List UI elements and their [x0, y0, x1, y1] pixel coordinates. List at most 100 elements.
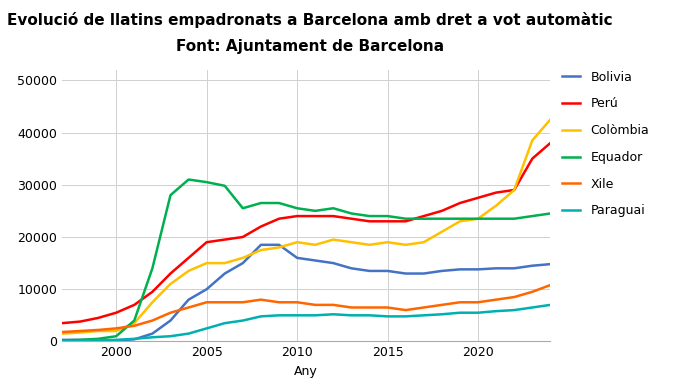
Perú: [58, 321, 66, 326]
Perú: [239, 235, 247, 239]
Line: Bolivia: Bolivia: [62, 245, 550, 340]
Colòmbia: [365, 242, 374, 247]
Xile: [347, 305, 356, 310]
Bolivia: [528, 263, 537, 268]
Xile: [383, 305, 391, 310]
Equador: [130, 318, 138, 323]
Perú: [402, 219, 410, 223]
Bolivia: [202, 287, 211, 291]
Bolivia: [546, 262, 555, 267]
Perú: [94, 315, 103, 320]
Colòmbia: [112, 329, 120, 333]
Colòmbia: [293, 240, 301, 244]
X-axis label: Any: Any: [294, 365, 318, 378]
Xile: [546, 283, 555, 288]
Bolivia: [257, 242, 265, 247]
Equador: [202, 180, 211, 184]
Bolivia: [76, 338, 84, 342]
Paraguai: [510, 308, 518, 312]
Bolivia: [221, 271, 229, 276]
Equador: [166, 193, 175, 197]
Perú: [347, 217, 356, 221]
Colòmbia: [546, 117, 555, 122]
Colòmbia: [383, 240, 391, 244]
Perú: [112, 310, 120, 315]
Xile: [166, 310, 175, 315]
Equador: [347, 211, 356, 216]
Line: Xile: Xile: [62, 285, 550, 332]
Equador: [492, 217, 500, 221]
Paraguai: [257, 314, 265, 319]
Equador: [112, 334, 120, 339]
Paraguai: [311, 313, 319, 318]
Bolivia: [184, 297, 193, 302]
Paraguai: [166, 334, 175, 339]
Bolivia: [456, 267, 464, 272]
Equador: [94, 336, 103, 341]
Equador: [420, 217, 428, 221]
Line: Colòmbia: Colòmbia: [62, 120, 550, 334]
Xile: [474, 300, 482, 305]
Perú: [221, 237, 229, 242]
Perú: [257, 224, 265, 229]
Equador: [311, 208, 319, 213]
Xile: [221, 300, 229, 305]
Equador: [329, 206, 337, 211]
Colòmbia: [166, 282, 175, 286]
Paraguai: [112, 338, 120, 342]
Paraguai: [456, 310, 464, 315]
Paraguai: [365, 313, 374, 318]
Line: Equador: Equador: [62, 180, 550, 340]
Perú: [184, 256, 193, 260]
Colòmbia: [239, 256, 247, 260]
Colòmbia: [474, 217, 482, 221]
Equador: [257, 201, 265, 205]
Bolivia: [510, 266, 518, 271]
Perú: [456, 201, 464, 205]
Paraguai: [546, 303, 555, 307]
Colòmbia: [257, 248, 265, 252]
Xile: [202, 300, 211, 305]
Xile: [148, 318, 156, 323]
Xile: [510, 295, 518, 300]
Xile: [456, 300, 464, 305]
Bolivia: [148, 331, 156, 336]
Paraguai: [438, 312, 446, 317]
Equador: [510, 217, 518, 221]
Colòmbia: [438, 229, 446, 234]
Bolivia: [58, 338, 66, 342]
Perú: [166, 271, 175, 276]
Perú: [438, 208, 446, 213]
Xile: [293, 300, 301, 305]
Bolivia: [239, 261, 247, 265]
Bolivia: [311, 258, 319, 263]
Bolivia: [365, 268, 374, 273]
Paraguai: [130, 336, 138, 341]
Perú: [510, 188, 518, 192]
Bolivia: [492, 266, 500, 271]
Paraguai: [275, 313, 283, 318]
Perú: [474, 196, 482, 200]
Xile: [311, 303, 319, 307]
Equador: [528, 214, 537, 218]
Equador: [76, 338, 84, 342]
Equador: [402, 217, 410, 221]
Equador: [456, 217, 464, 221]
Xile: [58, 330, 66, 334]
Colòmbia: [130, 321, 138, 326]
Line: Paraguai: Paraguai: [62, 305, 550, 341]
Paraguai: [148, 335, 156, 340]
Paraguai: [202, 326, 211, 331]
Equador: [221, 184, 229, 188]
Equador: [293, 206, 301, 211]
Perú: [275, 217, 283, 221]
Bolivia: [420, 271, 428, 276]
Bolivia: [275, 242, 283, 247]
Paraguai: [221, 321, 229, 326]
Colòmbia: [402, 242, 410, 247]
Xile: [528, 289, 537, 294]
Equador: [438, 217, 446, 221]
Bolivia: [293, 256, 301, 260]
Paraguai: [528, 305, 537, 310]
Perú: [293, 214, 301, 218]
